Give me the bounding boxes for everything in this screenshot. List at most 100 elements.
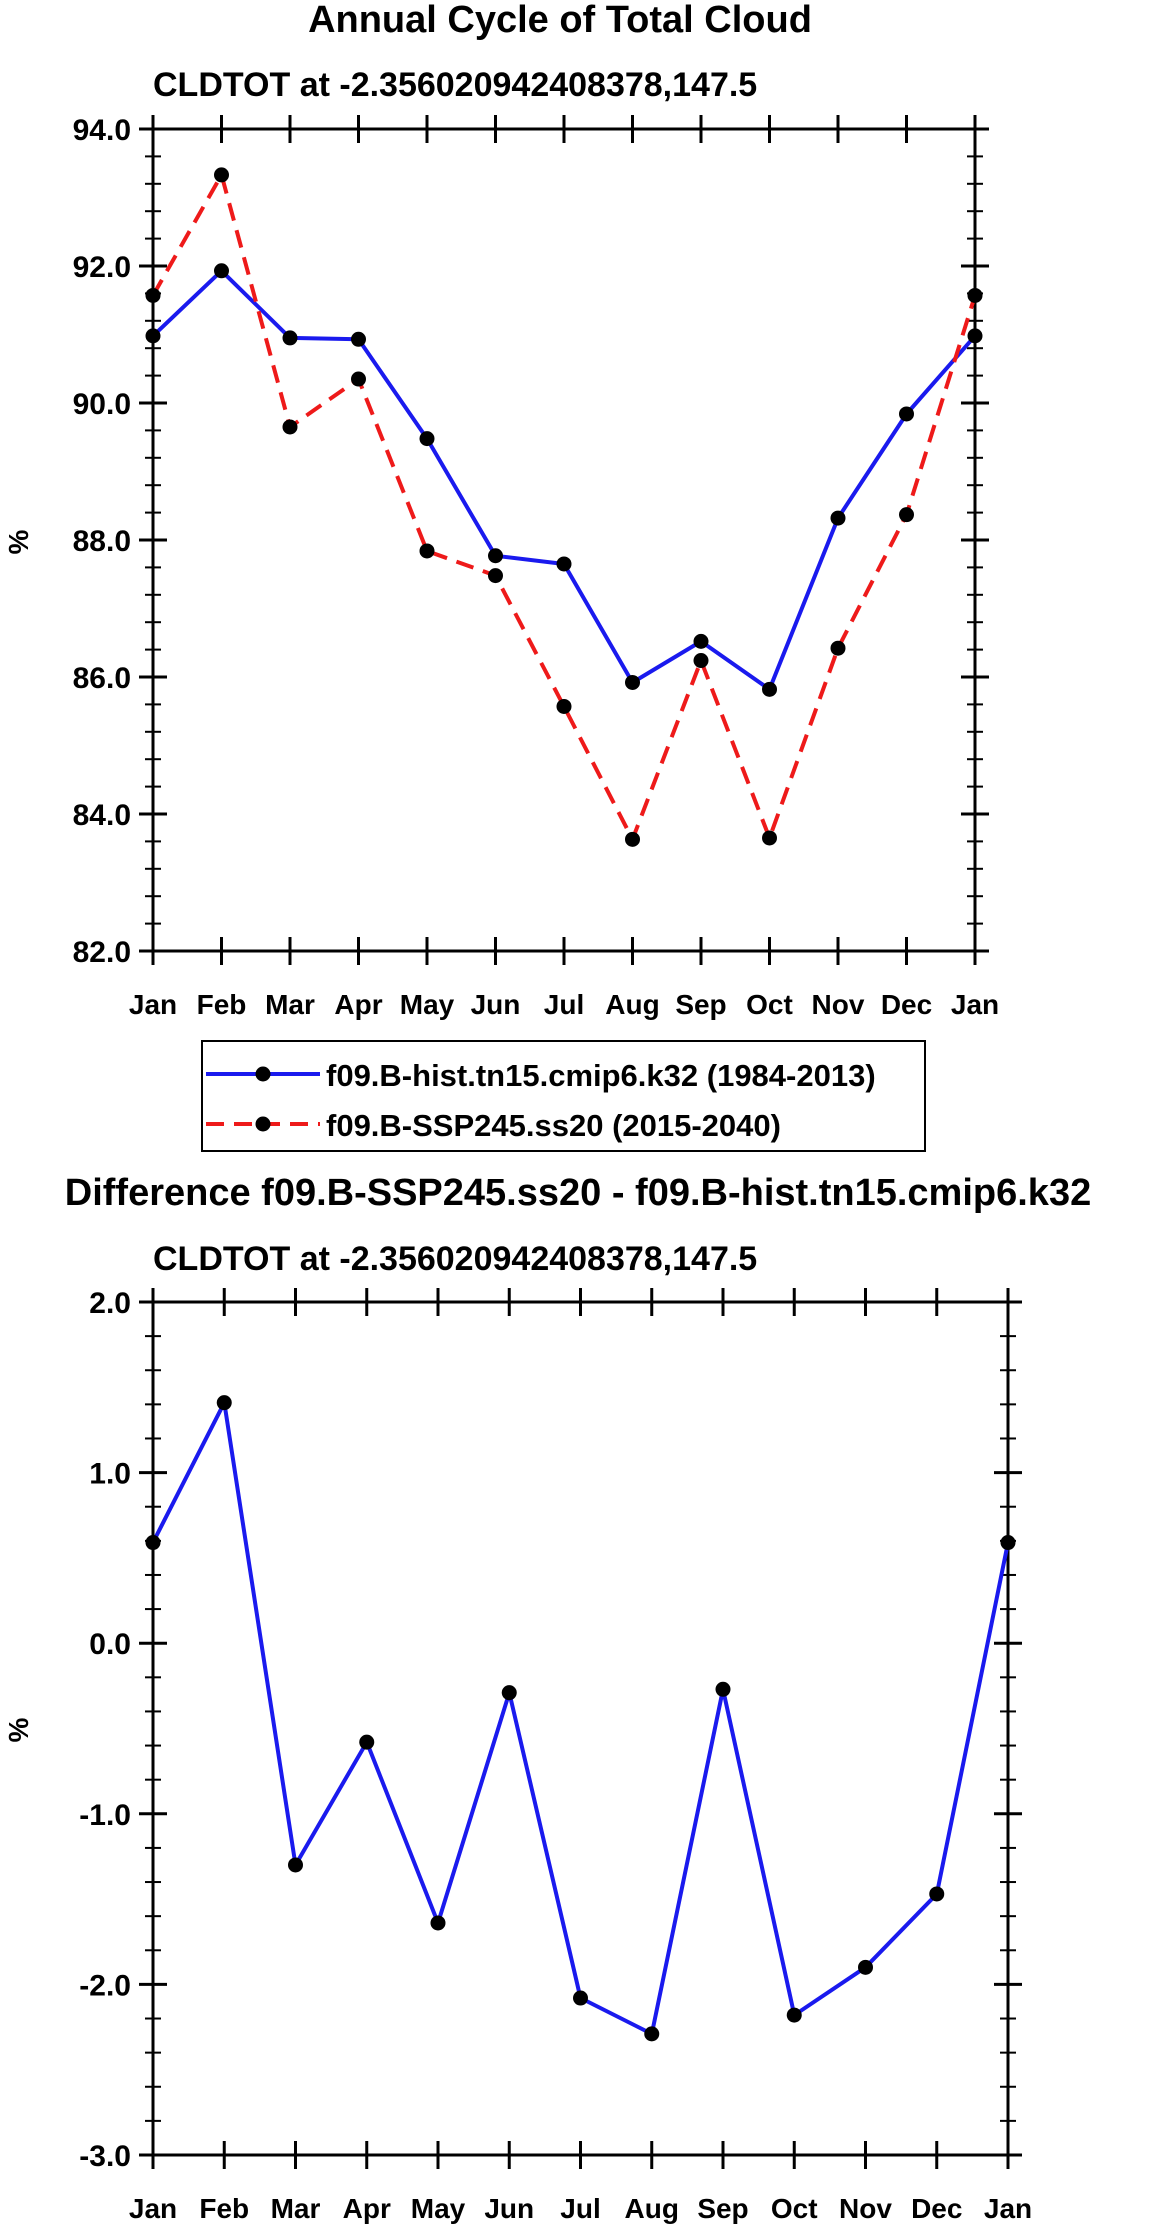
chart1-series-0-point — [625, 674, 640, 690]
chart2-ylabel: % — [3, 1717, 34, 1742]
chart2-ytick-label: 2.0 — [89, 1287, 131, 1320]
chart1-xtick-label: Oct — [746, 989, 793, 1020]
chart1-series-1-point — [899, 507, 914, 523]
chart1-series-1-point — [488, 568, 503, 584]
chart1-subtitle: CLDTOT at -2.356020942408378,147.5 — [153, 66, 757, 104]
chart1-xtick-label: Jun — [471, 989, 521, 1020]
chart2-series-0-point — [430, 1915, 446, 1931]
chart1-frame — [151, 127, 977, 953]
chart2-xtick-label: Nov — [839, 2193, 892, 2224]
chart1-series-0-point — [145, 328, 161, 344]
legend-label-hist: f09.B-hist.tn15.cmip6.k32 (1984-2013) — [326, 1058, 876, 1093]
chart2-ytick-label: 0.0 — [89, 1628, 131, 1661]
chart1-ylabel: % — [3, 529, 34, 554]
chart1-series-0-point — [693, 633, 709, 649]
chart2-xtick-label: Oct — [771, 2193, 818, 2224]
chart1-ytick-label: 86.0 — [73, 662, 131, 695]
chart2-xtick-label: Apr — [343, 2193, 391, 2224]
chart2-series-0-point — [858, 1959, 873, 1975]
chart2-xtick-label: Jul — [560, 2193, 600, 2224]
chart2-xtick-label: Dec — [911, 2193, 962, 2224]
chart2-frame — [151, 1300, 1010, 2157]
chart1-series-0-point — [214, 263, 229, 279]
legend-entry-hist: f09.B-hist.tn15.cmip6.k32 (1984-2013) — [206, 1058, 876, 1093]
chart2-xtick-label: Sep — [697, 2193, 748, 2224]
chart1-xtick-label: Jan — [951, 989, 999, 1020]
legend-label-ssp: f09.B-SSP245.ss20 (2015-2040) — [326, 1108, 781, 1143]
chart1-title: Annual Cycle of Total Cloud — [308, 0, 812, 41]
legend-marker-ssp — [255, 1116, 271, 1132]
chart1-series-1-point — [625, 831, 640, 847]
chart1-legend: f09.B-hist.tn15.cmip6.k32 (1984-2013) f0… — [201, 1040, 926, 1152]
chart2-series-0-point — [929, 1886, 945, 1902]
chart2-xtick-label: Jun — [484, 2193, 534, 2224]
chart2-ytick-label: -1.0 — [79, 1799, 131, 1832]
chart1-series-1-point — [145, 287, 161, 303]
chart2-series-0-point — [501, 1685, 517, 1701]
chart1-series-1-point — [762, 830, 777, 846]
chart1-series-1-point — [556, 698, 572, 714]
chart1-xtick-label: May — [400, 989, 455, 1020]
chart1-xtick-label: Dec — [881, 989, 932, 1020]
chart1-series-1-point — [967, 287, 983, 303]
chart1-series-0-point — [830, 510, 846, 526]
chart1-xtick-label: Aug — [605, 989, 659, 1020]
chart1-series-line-1 — [151, 172, 977, 842]
chart2-xtick-label: May — [411, 2193, 466, 2224]
chart1-series-0-point — [488, 548, 503, 564]
chart1-xtick-label: Apr — [334, 989, 382, 1020]
chart2-ytick-label: 1.0 — [89, 1458, 131, 1491]
chart1-series-0-point — [556, 556, 572, 572]
chart2-series-0-point — [573, 1990, 588, 2006]
chart1-plot: 82.0 84.0 86.0 88.0 90.0 92.0 94.0 Jan Feb Mar Apr… — [73, 114, 1000, 1020]
legend-box — [201, 1040, 926, 1152]
chart1-series-0-point — [419, 431, 435, 447]
chart2-xtick-label: Jan — [129, 2193, 177, 2224]
chart1-xtick-label: Nov — [812, 989, 865, 1020]
chart1-series-1-point — [830, 640, 846, 656]
chart1-xtick-label: Jul — [544, 989, 584, 1020]
chart2-series-0-point — [145, 1535, 161, 1551]
chart1-ytick-label: 88.0 — [73, 525, 131, 558]
chart1-series-1-point — [693, 653, 709, 669]
chart1-ytick-label: 84.0 — [73, 799, 131, 832]
chart1-xtick-label: Feb — [197, 989, 247, 1020]
chart2-xtick-label: Feb — [199, 2193, 249, 2224]
chart1-ytick-label: 92.0 — [73, 251, 131, 284]
chart2-series-0-point — [644, 2026, 660, 2042]
chart2-series-0-point — [359, 1734, 375, 1750]
chart1-xtick-label: Sep — [675, 989, 726, 1020]
legend-marker-hist — [255, 1066, 271, 1082]
chart2-series-0-point — [715, 1681, 731, 1697]
chart2-xtick-label: Aug — [625, 2193, 679, 2224]
chart1-series-1-point — [351, 371, 366, 387]
chart2-title: Difference f09.B-SSP245.ss20 - f09.B-his… — [65, 1172, 1091, 1214]
chart1-ytick-label: 94.0 — [73, 114, 131, 147]
chart2-series-0-point — [288, 1857, 303, 1873]
chart2-subtitle: CLDTOT at -2.356020942408378,147.5 — [153, 1240, 757, 1278]
chart1-series-1-point — [419, 543, 435, 559]
chart1-series-0-point — [282, 330, 298, 346]
chart2-series-line-0 — [151, 1400, 1010, 2036]
chart1-series-0-point — [351, 331, 366, 347]
chart1-series-line-0 — [151, 268, 977, 692]
chart1-series-0-point — [762, 681, 777, 697]
chart2-series-0-point — [1000, 1535, 1016, 1551]
chart2-series-0-point — [786, 2007, 802, 2023]
chart2-ytick-label: -2.0 — [79, 1969, 131, 2002]
chart1-ytick-label: 82.0 — [73, 936, 131, 969]
chart1-series-1-point — [214, 167, 229, 183]
chart2-plot: -3.0 -2.0 -1.0 0.0 1.0 2.0 Jan Feb Mar Apr May Jun J… — [79, 1287, 1032, 2224]
legend-entry-ssp: f09.B-SSP245.ss20 (2015-2040) — [206, 1108, 781, 1143]
chart1-ytick-label: 90.0 — [73, 388, 131, 421]
chart2-ytick-label: -3.0 — [79, 2140, 131, 2173]
chart1-xtick-label: Jan — [129, 989, 177, 1020]
chart2-series-0-point — [216, 1395, 232, 1411]
chart1-series-1-point — [282, 419, 298, 435]
chart1-series-0-point — [899, 406, 914, 422]
chart1-xtick-label: Mar — [265, 989, 315, 1020]
chart2-xtick-label: Mar — [271, 2193, 321, 2224]
chart1-series-0-point — [967, 328, 983, 344]
chart2-xtick-label: Jan — [984, 2193, 1032, 2224]
